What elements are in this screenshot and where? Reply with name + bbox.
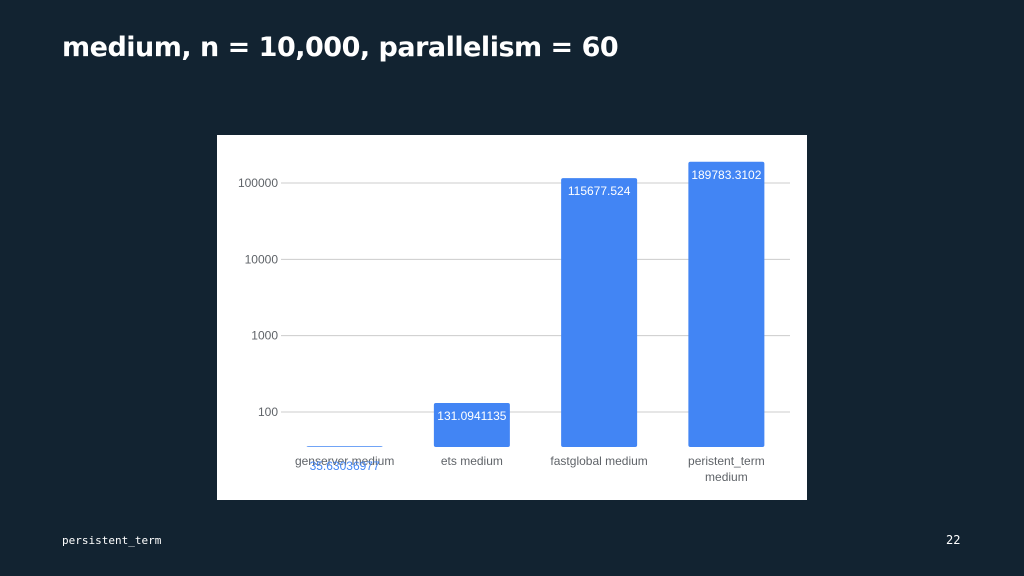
bar [433,403,510,447]
y-tick-label: 1000 [251,329,278,343]
slide-title: medium, n = 10,000, parallelism = 60 [62,32,619,63]
bar [561,178,638,447]
y-tick-label: 10000 [245,252,279,266]
x-tick-label: medium [705,470,748,484]
x-tick-label: fastglobal medium [550,454,647,468]
page-number: 22 [946,533,961,547]
bar [306,446,383,447]
x-tick-label: genserver medium [295,454,394,468]
bar [688,161,765,447]
y-tick-label: 100 [258,405,278,419]
bar-chart: 100 1000 10000 100000 genserver medium35.630… [238,161,790,484]
x-tick-label: peristent_term [688,454,765,468]
data-label: 189783.3102 [691,168,761,182]
x-tick-label: ets medium [441,454,503,468]
data-label: 131.0941135 [437,409,507,423]
chart-panel: 100 1000 10000 100000 genserver medium 35.630… [217,135,807,500]
y-tick-label: 100000 [238,176,278,190]
data-label: 115677.524 [568,184,631,198]
footer-label: persistent_term [62,534,162,547]
data-label: 35.63036977 [310,459,380,473]
